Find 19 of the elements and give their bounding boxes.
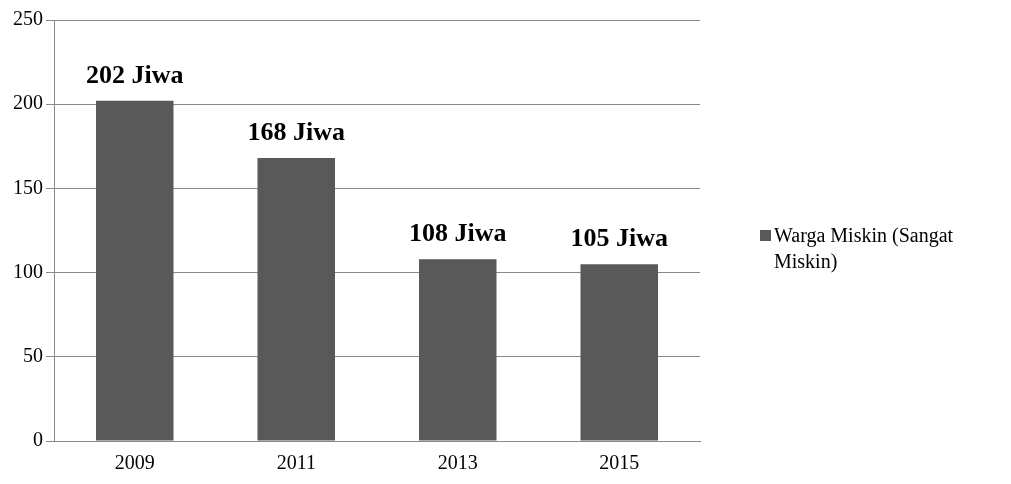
x-tick-label: 2013 xyxy=(437,451,478,474)
x-tick-label: 2009 xyxy=(114,451,155,474)
bar xyxy=(257,158,336,441)
data-label: 168 Jiwa xyxy=(247,116,345,146)
data-label: 108 Jiwa xyxy=(409,217,507,247)
y-tick-label: 150 xyxy=(13,175,43,198)
y-tick-label: 250 xyxy=(13,7,43,30)
data-label: 105 Jiwa xyxy=(570,222,668,252)
bar xyxy=(580,264,659,441)
y-tick-label: 200 xyxy=(13,91,43,114)
legend-label: Warga Miskin (Sangat Miskin) xyxy=(774,223,955,274)
y-tick-label: 50 xyxy=(23,344,43,367)
data-label: 202 Jiwa xyxy=(86,59,184,89)
x-tick-label: 2015 xyxy=(599,451,640,474)
bar xyxy=(418,259,497,441)
y-tick-label: 0 xyxy=(33,428,43,451)
y-tick-label: 100 xyxy=(13,259,43,282)
x-tick-label: 2011 xyxy=(276,451,316,474)
bar xyxy=(95,100,174,441)
